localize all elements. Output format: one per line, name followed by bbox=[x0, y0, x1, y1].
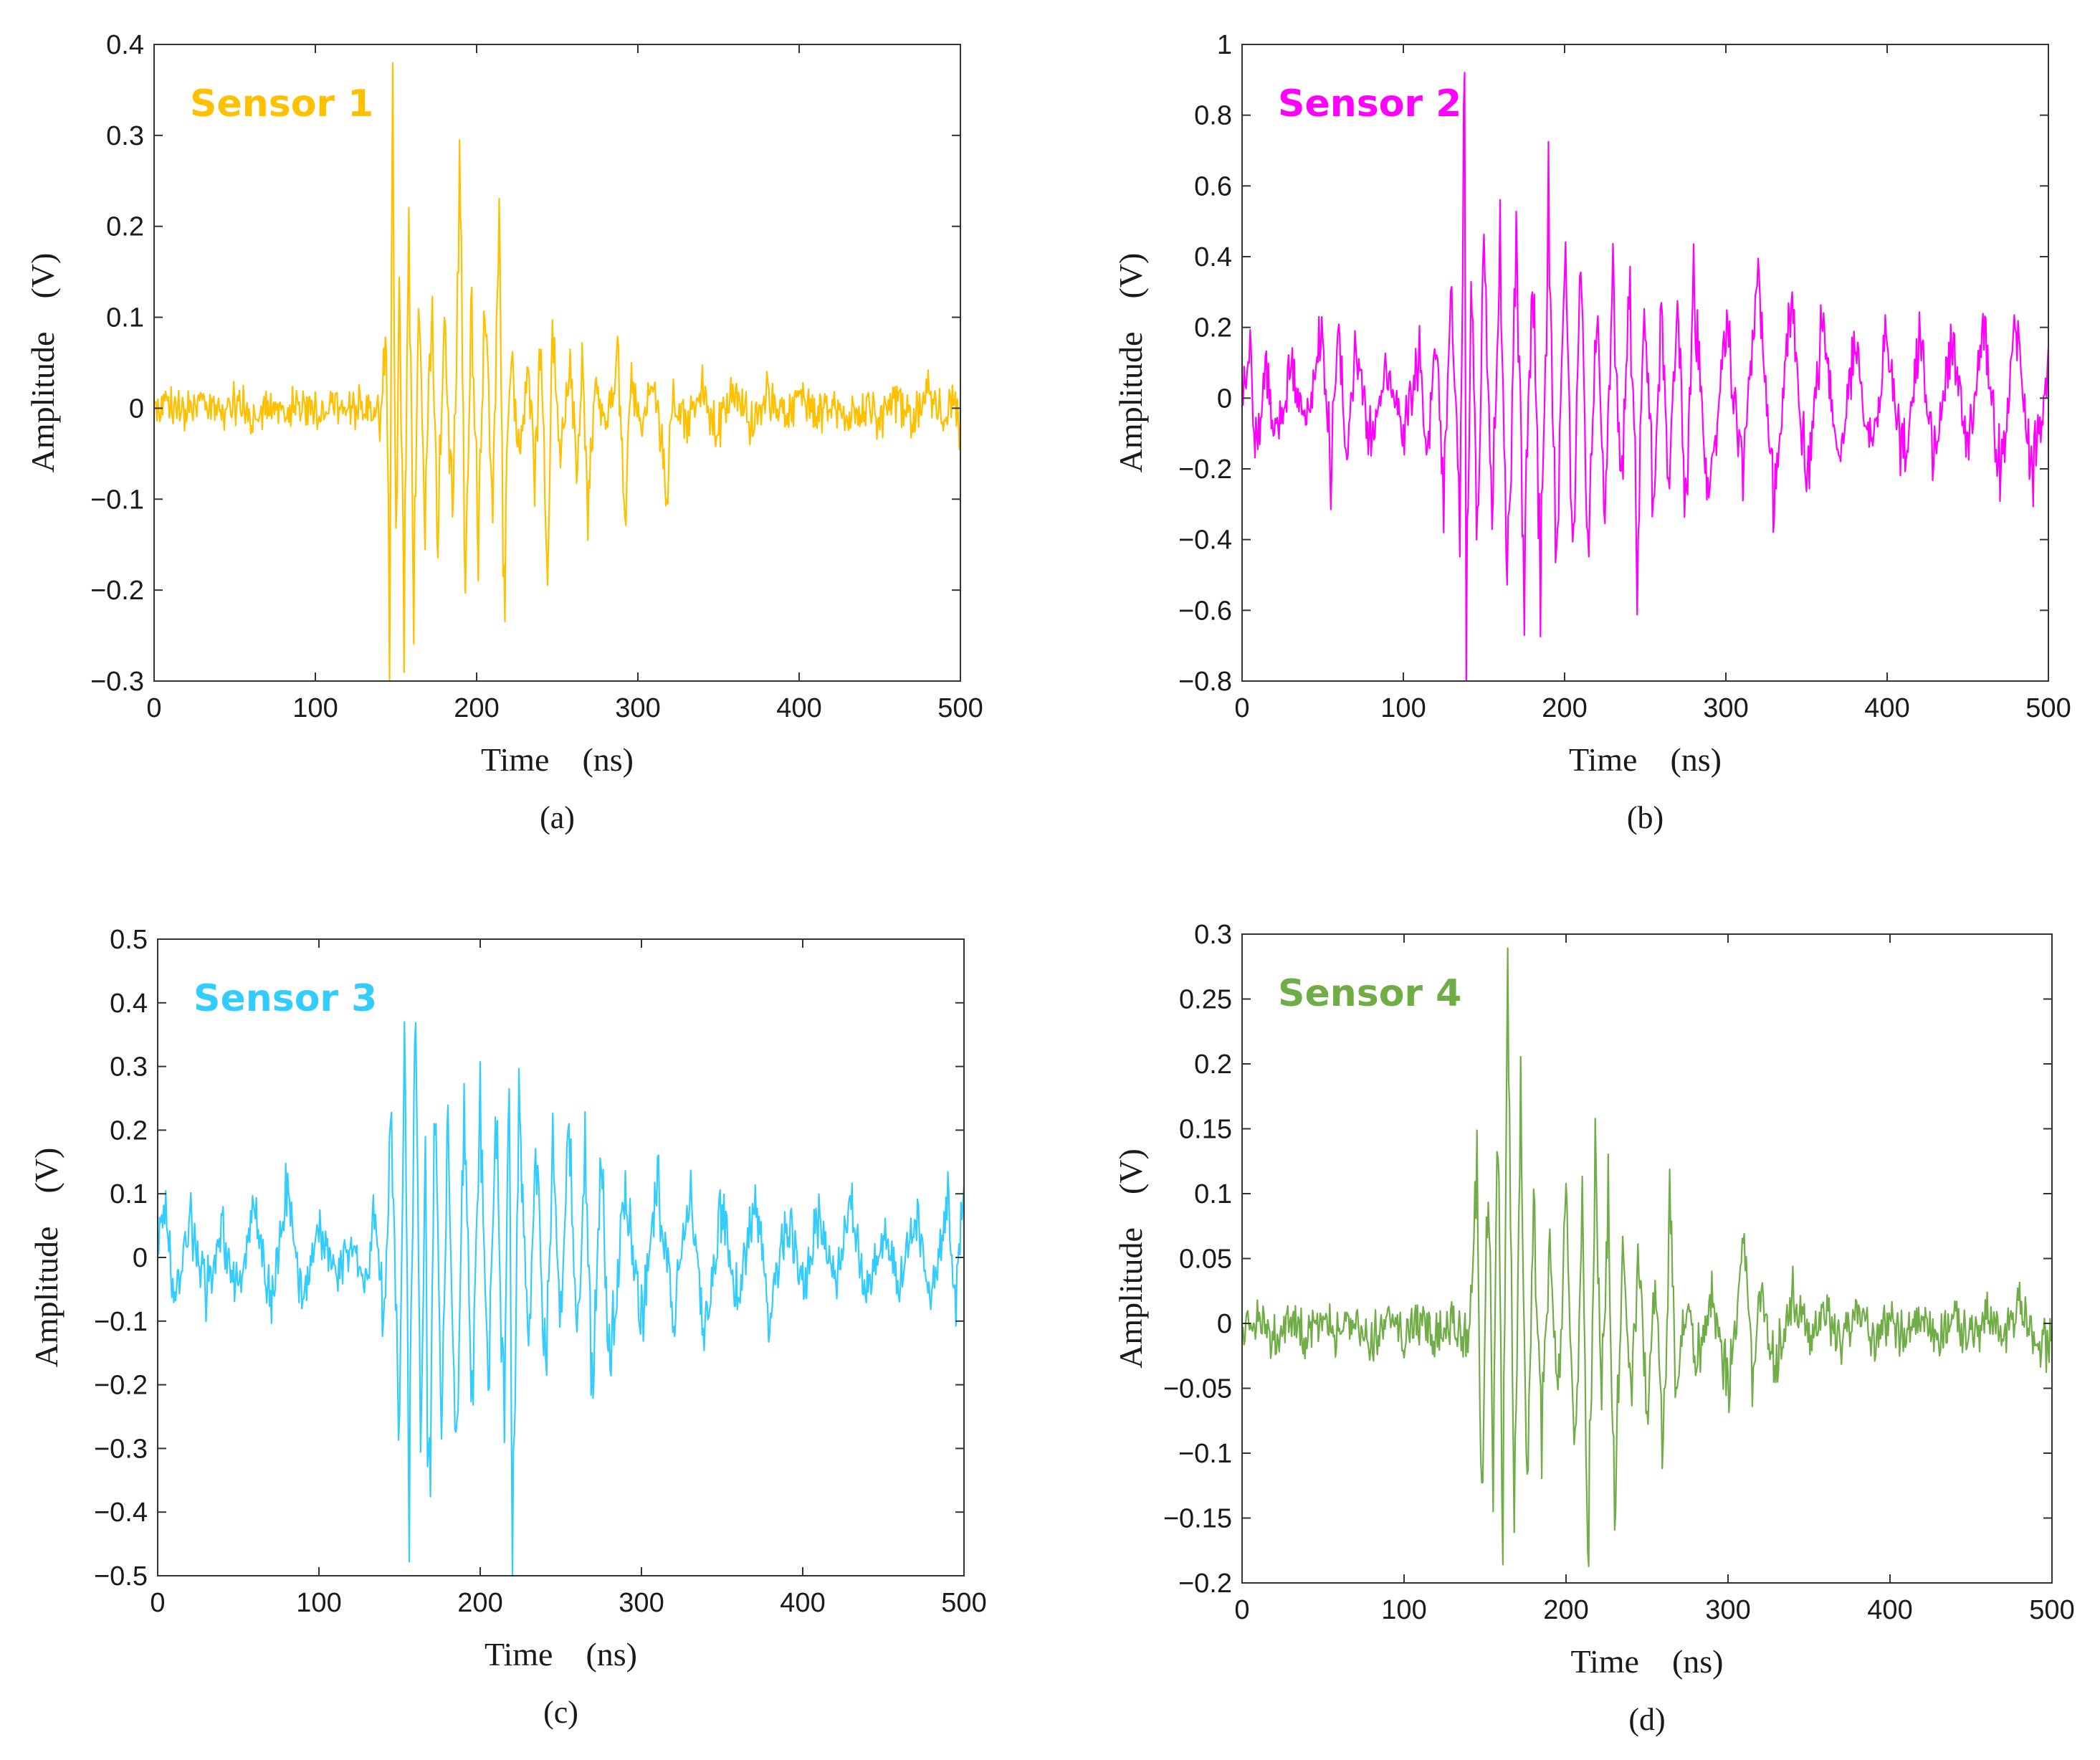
sensor-title: Sensor 2 bbox=[1278, 82, 1461, 125]
y-tick-label: −0.1 bbox=[90, 485, 144, 515]
y-tick-label: 0.25 bbox=[1179, 985, 1232, 1015]
panel-caption: (d) bbox=[1628, 1702, 1665, 1737]
y-tick-label: −0.4 bbox=[1178, 525, 1232, 556]
y-tick-label: −0.3 bbox=[90, 667, 144, 697]
y-tick-label: 0.8 bbox=[1194, 101, 1232, 131]
x-tick-label: 200 bbox=[457, 1588, 502, 1618]
x-tick-label: 300 bbox=[615, 693, 660, 723]
y-tick-label: 0 bbox=[1217, 384, 1232, 414]
x-tick-label: 300 bbox=[619, 1588, 664, 1618]
y-tick-label: −0.1 bbox=[1178, 1439, 1232, 1469]
y-tick-label: 0.1 bbox=[110, 1179, 148, 1209]
x-axis-label: Time (ns) bbox=[1569, 741, 1722, 778]
x-axis-label: Time (ns) bbox=[485, 1636, 637, 1673]
y-axis-label: Amplitude (V) bbox=[28, 1148, 65, 1368]
y-tick-label: −0.6 bbox=[1178, 596, 1232, 626]
y-tick-label: −0.5 bbox=[94, 1561, 148, 1592]
x-tick-label: 400 bbox=[780, 1588, 825, 1618]
y-tick-label: 0.3 bbox=[1194, 920, 1232, 950]
x-tick-label: 500 bbox=[941, 1588, 986, 1618]
y-tick-label: 0.3 bbox=[110, 1052, 148, 1083]
x-tick-label: 400 bbox=[776, 693, 821, 723]
y-tick-label: 0.2 bbox=[110, 1116, 148, 1146]
chart-panel-b: 0 100 200 300 400 500 −0.8 −0.6 −0.4 −0.2 0 0.2 0.4 0… bbox=[1112, 30, 2071, 835]
x-tick-label: 300 bbox=[1703, 693, 1748, 723]
x-tick-label: 0 bbox=[150, 1588, 165, 1618]
x-axis-label: Time (ns) bbox=[481, 741, 634, 778]
y-tick-label: 1 bbox=[1217, 30, 1232, 60]
sensor-title: Sensor 1 bbox=[190, 82, 373, 125]
x-tick-label: 200 bbox=[1542, 693, 1587, 723]
y-axis-label: Amplitude (V) bbox=[1112, 1148, 1149, 1369]
chart-panel-d: 0 100 200 300 400 500 −0.2 −0.15 −0.1 −0.05 0 0.05 0… bbox=[1112, 920, 2075, 1737]
sensor-title: Sensor 3 bbox=[194, 977, 377, 1020]
y-tick-label: −0.2 bbox=[94, 1371, 148, 1401]
panel-caption: (c) bbox=[543, 1695, 578, 1730]
y-tick-label: −0.05 bbox=[1163, 1374, 1232, 1404]
y-tick-label: 0 bbox=[133, 1243, 148, 1273]
x-tick-label: 100 bbox=[1381, 1595, 1426, 1625]
y-tick-label: 0.1 bbox=[1194, 1179, 1232, 1209]
y-tick-label: 0.2 bbox=[106, 212, 144, 242]
y-axis-label: Amplitude (V) bbox=[1112, 253, 1149, 473]
y-tick-label: 0.4 bbox=[106, 30, 144, 60]
y-tick-label: −0.2 bbox=[90, 576, 144, 606]
y-tick-label: −0.1 bbox=[94, 1307, 148, 1337]
y-tick-label: −0.3 bbox=[94, 1434, 148, 1464]
x-tick-label: 200 bbox=[454, 693, 499, 723]
y-tick-label: 0.5 bbox=[110, 925, 148, 955]
y-tick-label: 0 bbox=[129, 394, 144, 424]
x-tick-label: 400 bbox=[1867, 1595, 1912, 1625]
y-tick-label: 0.6 bbox=[1194, 171, 1232, 201]
x-tick-label: 0 bbox=[1234, 693, 1249, 723]
y-tick-label: −0.15 bbox=[1163, 1504, 1232, 1534]
x-tick-label: 0 bbox=[146, 693, 161, 723]
sensor-title: Sensor 4 bbox=[1278, 972, 1461, 1015]
series-line-sensor-3 bbox=[156, 1021, 965, 1576]
x-tick-label: 0 bbox=[1234, 1595, 1249, 1625]
series-line-sensor-4 bbox=[1241, 947, 2053, 1567]
panel-caption: (a) bbox=[540, 800, 575, 835]
y-tick-label: 0.4 bbox=[110, 989, 148, 1019]
y-axis-label: Amplitude (V) bbox=[24, 253, 61, 473]
y-tick-label: 0.15 bbox=[1179, 1115, 1232, 1145]
axes-box bbox=[153, 44, 961, 682]
y-tick-label: 0.2 bbox=[1194, 313, 1232, 343]
chart-panel-a: 0 100 200 300 400 500 −0.3 −0.2 −0.1 0 0.1 0.2 0.3 0.… bbox=[24, 30, 983, 835]
y-tick-label: −0.8 bbox=[1178, 667, 1232, 697]
y-tick-label: 0.3 bbox=[106, 121, 144, 151]
x-tick-label: 500 bbox=[937, 693, 983, 723]
y-tick-label: 0 bbox=[1217, 1309, 1232, 1339]
chart-panel-c: 0 100 200 300 400 500 −0.5 −0.4 −0.3 −0.2 −0.1 0 0.1… bbox=[28, 925, 987, 1730]
x-tick-label: 100 bbox=[1380, 693, 1426, 723]
plot-area bbox=[1242, 44, 2048, 681]
series-line-sensor-2 bbox=[1241, 72, 2050, 682]
y-tick-label: −0.4 bbox=[94, 1498, 148, 1528]
x-tick-label: 500 bbox=[2029, 1595, 2074, 1625]
x-tick-label: 200 bbox=[1543, 1595, 1588, 1625]
x-tick-label: 300 bbox=[1705, 1595, 1750, 1625]
y-tick-label: 0.2 bbox=[1194, 1050, 1232, 1080]
x-axis-label: Time (ns) bbox=[1571, 1643, 1724, 1680]
y-tick-label: −0.2 bbox=[1178, 455, 1232, 485]
x-tick-label: 100 bbox=[296, 1588, 341, 1618]
plot-area bbox=[1242, 934, 2052, 1583]
x-tick-label: 500 bbox=[2025, 693, 2071, 723]
plot-area bbox=[154, 44, 960, 681]
y-tick-label: 0.4 bbox=[1194, 242, 1232, 272]
y-tick-label: 0.05 bbox=[1179, 1245, 1232, 1275]
panel-caption: (b) bbox=[1627, 800, 1664, 835]
x-tick-label: 100 bbox=[292, 693, 338, 723]
x-tick-label: 400 bbox=[1864, 693, 1909, 723]
y-tick-label: −0.2 bbox=[1178, 1569, 1232, 1599]
y-tick-label: 0.1 bbox=[106, 303, 144, 333]
series-line-sensor-1 bbox=[153, 62, 962, 682]
axes-box bbox=[1241, 44, 2049, 682]
